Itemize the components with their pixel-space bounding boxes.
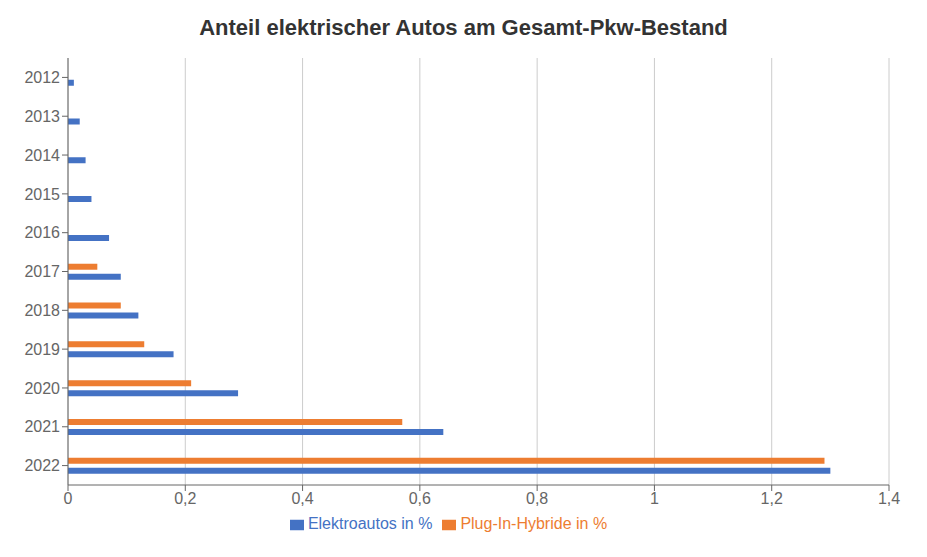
svg-text:2020: 2020: [24, 380, 60, 397]
svg-text:0,4: 0,4: [291, 490, 313, 507]
svg-text:2014: 2014: [24, 147, 60, 164]
svg-text:2022: 2022: [24, 457, 60, 474]
html-text:Elektroautos in %: Elektroautos in %: [307, 515, 433, 532]
html-text:Plug-In-Hybride in %: Plug-In-Hybride in %: [460, 515, 608, 532]
svg-text:2012: 2012: [24, 69, 60, 86]
svg-text:1,2: 1,2: [761, 490, 783, 507]
svg-text:0,2: 0,2: [174, 490, 196, 507]
svg-text:2018: 2018: [24, 302, 60, 319]
svg-text:2013: 2013: [24, 108, 60, 125]
html-text:Anteil elektrischer Autos am G: Anteil elektrischer Autos am Gesamt-Pkw-…: [199, 15, 728, 40]
svg-text:2016: 2016: [24, 224, 60, 241]
svg-text:1,4: 1,4: [878, 490, 900, 507]
svg-text:1: 1: [650, 490, 659, 507]
svg-text:0,8: 0,8: [526, 490, 548, 507]
svg-text:2019: 2019: [24, 341, 60, 358]
svg-text:2021: 2021: [24, 418, 60, 435]
svg-text:0,6: 0,6: [409, 490, 431, 507]
svg-text:0: 0: [64, 490, 73, 507]
svg-text:2017: 2017: [24, 263, 60, 280]
svg-text:2015: 2015: [24, 186, 60, 203]
